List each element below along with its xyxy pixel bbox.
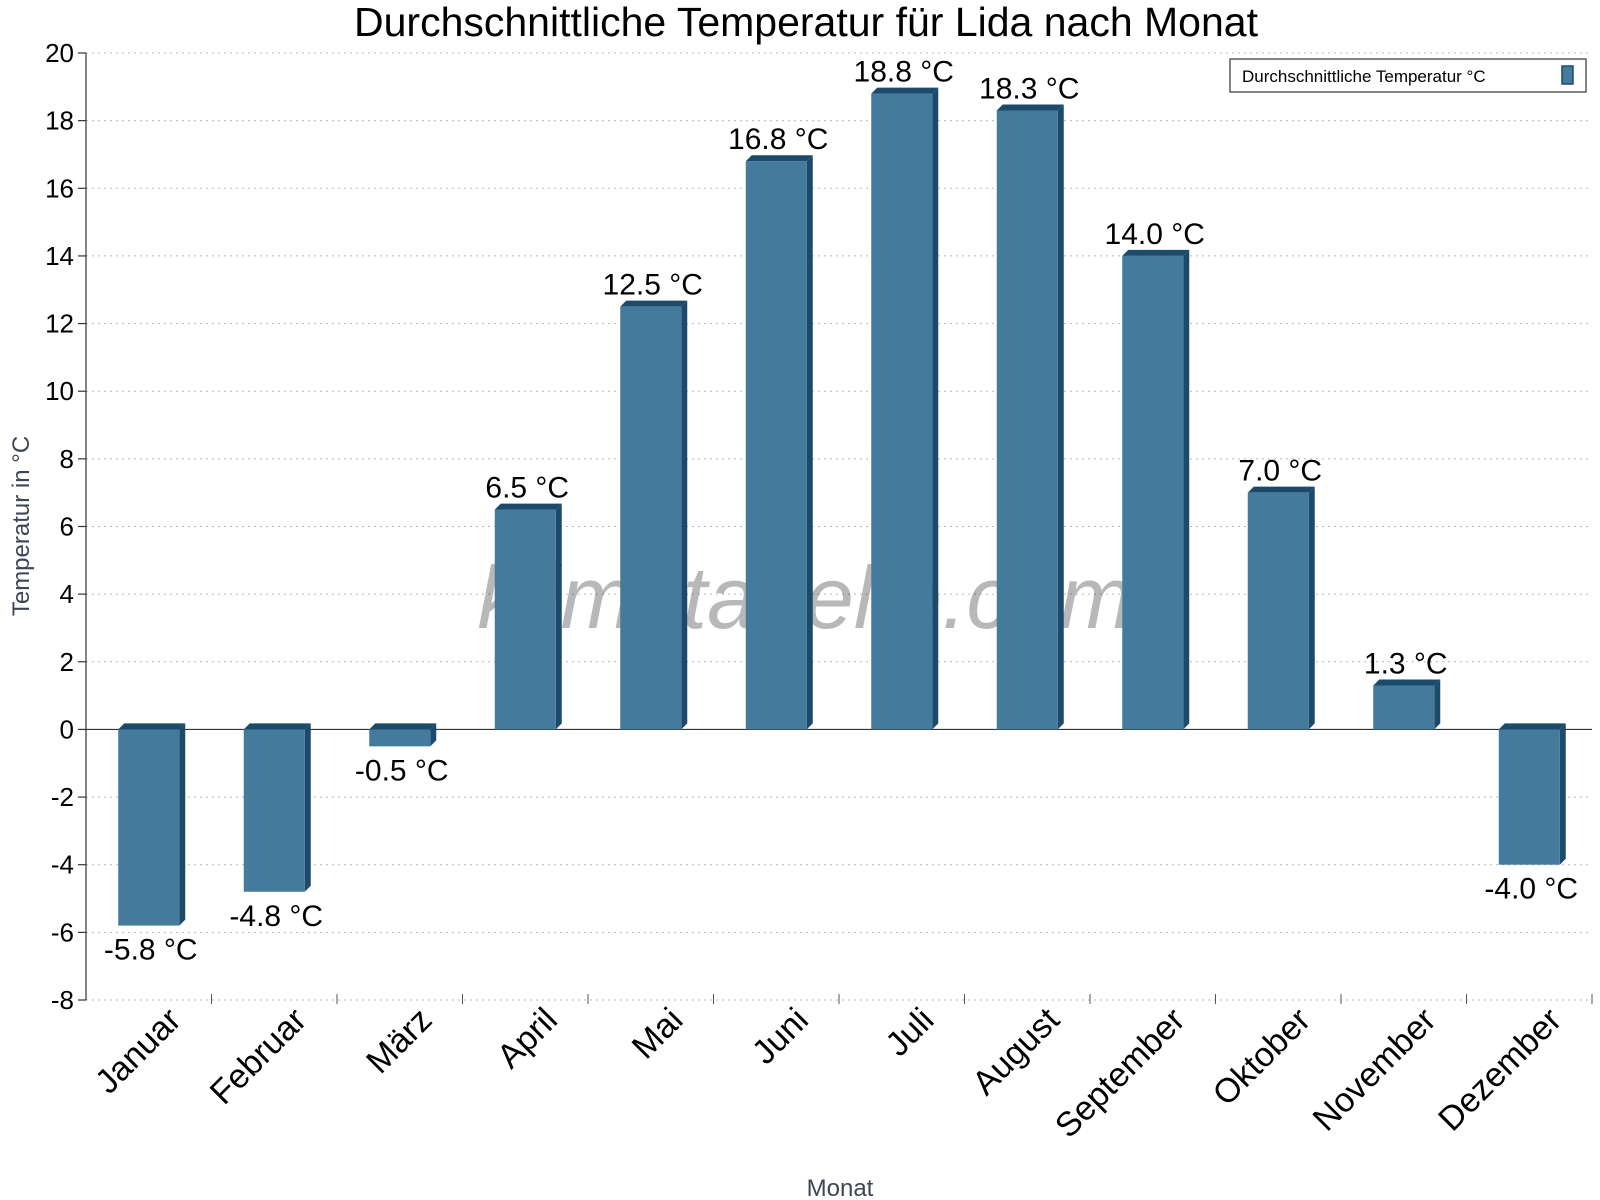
legend: Durchschnittliche Temperatur °C	[1229, 58, 1587, 93]
bar-side	[932, 87, 939, 730]
legend-swatch	[1561, 65, 1574, 85]
y-tick-label: 12	[45, 309, 74, 339]
bar-top	[745, 155, 813, 162]
bar	[1122, 255, 1184, 730]
bar-top	[1247, 486, 1315, 493]
bar-top	[494, 503, 562, 510]
y-axis-title: Temperatur in °C	[8, 436, 35, 616]
label-layer: -5.8 °C -4.8 °C -0.5 °C 6.5 °C 12.5 °C 16.8 °…	[104, 56, 1578, 967]
y-tick-label: 6	[60, 512, 74, 542]
bar-side	[1434, 679, 1441, 730]
bar-side	[1559, 723, 1566, 865]
x-tick-label: Juli	[878, 1001, 941, 1064]
x-tick-label: Juni	[745, 1001, 816, 1072]
bar-side	[681, 300, 688, 730]
bar-side	[1057, 104, 1064, 730]
y-tick-label: -4	[51, 850, 74, 880]
x-tick-label: April	[490, 1001, 565, 1076]
bar-side	[179, 723, 186, 926]
y-tick-label: 4	[60, 579, 74, 609]
legend-label: Durchschnittliche Temperatur °C	[1242, 67, 1486, 86]
bar	[1247, 492, 1309, 730]
x-tick-label: Mai	[625, 1001, 691, 1067]
bar-top	[118, 723, 186, 730]
y-tick-label: 20	[45, 38, 74, 68]
data-label: -5.8 °C	[104, 934, 198, 967]
grid-layer	[86, 52, 1592, 1001]
bar-top	[1498, 723, 1566, 730]
data-label: 7.0 °C	[1238, 455, 1322, 488]
bar	[369, 729, 431, 747]
x-tick-label: August	[965, 1000, 1067, 1102]
y-tick-label: -6	[51, 917, 74, 947]
y-tick-label: 16	[45, 173, 74, 203]
y-tick-label: 10	[45, 376, 74, 406]
y-tick-label: 14	[45, 241, 74, 271]
bar-side	[1308, 486, 1315, 730]
bar	[745, 161, 807, 730]
y-tick-label: -2	[51, 782, 74, 812]
bar-top	[1122, 249, 1190, 256]
bar-side	[304, 723, 311, 892]
x-tick-label: Dezember	[1431, 1001, 1569, 1139]
y-tick-label: 0	[60, 714, 74, 744]
y-tick-label: -8	[51, 985, 74, 1015]
data-label: -4.0 °C	[1484, 873, 1578, 906]
data-label: -4.8 °C	[229, 900, 323, 933]
bar-side	[1183, 249, 1190, 730]
y-tick-label: 2	[60, 647, 74, 677]
x-tick-label: Januar	[88, 1001, 188, 1101]
bar-top	[871, 87, 939, 94]
chart-title: Durchschnittliche Temperatur für Lida na…	[354, 0, 1259, 45]
x-tick-label: Oktober	[1206, 1001, 1318, 1113]
legend-box	[1229, 58, 1587, 93]
x-axis-title: Monat	[807, 1175, 874, 1200]
bar-top	[369, 723, 437, 730]
x-tick-label: März	[359, 1001, 439, 1081]
bar-side	[806, 155, 813, 730]
bar-top	[243, 723, 311, 730]
data-label: 16.8 °C	[728, 123, 828, 156]
bar-side	[430, 723, 437, 747]
y-tick-label: 18	[45, 106, 74, 136]
data-label: 1.3 °C	[1364, 647, 1448, 680]
y-tick-label: 8	[60, 444, 74, 474]
x-tick-label: November	[1306, 1001, 1444, 1139]
bar-top	[1373, 679, 1441, 686]
data-label: 14.0 °C	[1105, 218, 1205, 251]
bar-top	[996, 104, 1064, 111]
bar	[871, 93, 933, 730]
data-label: 6.5 °C	[485, 472, 569, 505]
bar	[1498, 729, 1560, 865]
bar	[620, 306, 682, 730]
bar	[118, 729, 180, 926]
data-label: 18.8 °C	[854, 56, 954, 89]
bar	[494, 509, 556, 730]
data-label: -0.5 °C	[355, 754, 449, 787]
x-tick-label: Februar	[203, 1001, 314, 1112]
data-label: 18.3 °C	[979, 72, 1079, 105]
data-label: 12.5 °C	[603, 269, 703, 302]
bar	[1373, 685, 1435, 730]
bar-side	[555, 503, 562, 730]
x-tick-label: September	[1048, 1001, 1192, 1145]
bar-layer	[118, 87, 1566, 926]
bar-top	[620, 300, 688, 307]
bar	[996, 110, 1058, 730]
bar	[243, 729, 305, 892]
